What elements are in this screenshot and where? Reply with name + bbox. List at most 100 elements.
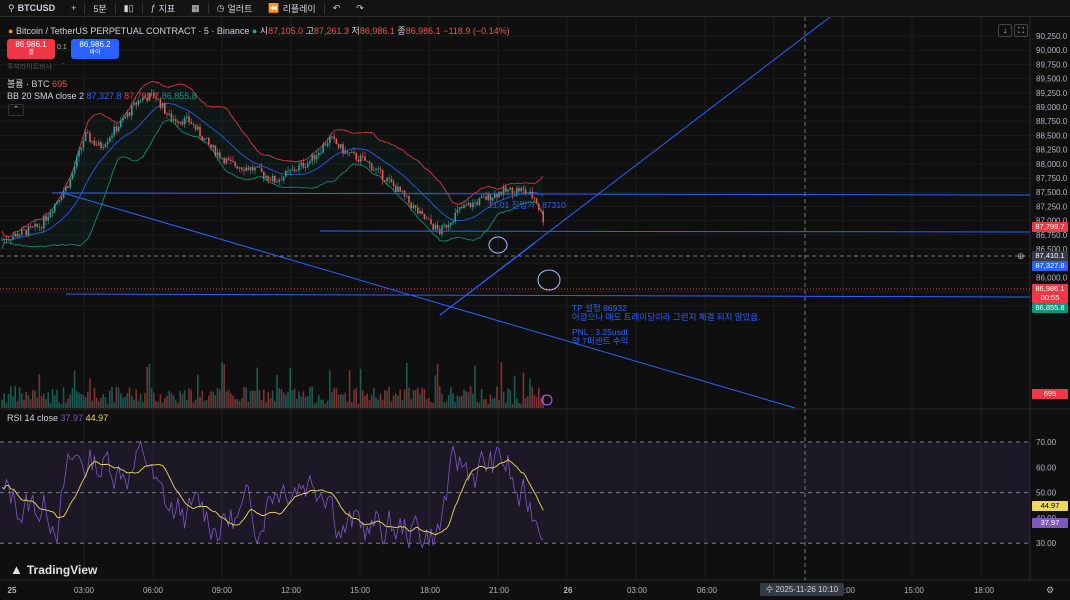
candle-body (535, 198, 538, 204)
symbol-search[interactable]: ⚲ BTCUSD (0, 0, 63, 16)
volume-bar (5, 402, 8, 408)
replay-button[interactable]: ⏪ 리플레이 (260, 0, 323, 16)
volume-bar (498, 400, 500, 408)
candle-body (38, 226, 41, 228)
candle-body (397, 186, 399, 192)
rsi-ma-tag: 44.97 (1032, 501, 1068, 511)
candle-body (208, 137, 210, 145)
candle-body (329, 136, 331, 144)
toolbar-divider (84, 2, 86, 14)
collapse-icon[interactable]: ⌃ (60, 63, 66, 70)
templates-button[interactable]: ▦ (183, 0, 208, 16)
volume-bar (346, 401, 349, 408)
candle-body (32, 226, 34, 228)
price-tick-label: 88,000.0 (1036, 160, 1068, 169)
tradingview-logo[interactable]: ▲ TradingView (10, 562, 97, 577)
volume-bar (183, 390, 186, 408)
candle-body (205, 137, 208, 139)
candle-body (267, 175, 269, 181)
note-annotation[interactable]: 아깝으나 매도 트레이딩이라 그런지 체결 되지 않았음. (572, 312, 761, 322)
candle-body (428, 218, 430, 220)
candle-body (216, 152, 219, 156)
replay-label: 리플레이 (282, 3, 316, 14)
scroll-down-button[interactable]: ↓ (998, 24, 1012, 37)
candle-body (111, 135, 113, 138)
candle-body (483, 196, 485, 198)
candle-body (245, 167, 247, 171)
candle-body (340, 144, 342, 148)
chart-canvas[interactable]: 90,250.0 90,000.0 89,750.0 89,500.0 89,250.0… (0, 17, 1070, 600)
volume-bar (399, 389, 401, 408)
volume-bar (384, 390, 386, 408)
candle-body (109, 137, 111, 142)
candle-body (406, 195, 408, 197)
collapse-legend-button[interactable]: ⌃ (8, 104, 24, 116)
candle-body (265, 175, 267, 178)
volume-bar (469, 386, 472, 408)
indicators-button[interactable]: ƒ 지표 (143, 0, 184, 16)
pct-annotation[interactable]: 약 7퍼센트 수익 (572, 336, 629, 346)
candle-body (276, 181, 278, 183)
volume-bar (463, 389, 465, 408)
change-value: −118.9 (−0.14%) (443, 26, 510, 36)
exit-circle (537, 269, 561, 291)
candle-body (148, 93, 151, 101)
volume-bar (170, 392, 173, 408)
volume-bar (102, 394, 104, 408)
candle-body (177, 121, 179, 124)
time-tick-label: 18:00 (974, 586, 995, 595)
candle-body (498, 191, 500, 198)
add-alert-icon[interactable]: ⊕ (1017, 251, 1025, 261)
add-symbol-button[interactable]: + (71, 3, 77, 13)
candle-body (287, 170, 289, 172)
volume-bar (89, 378, 91, 408)
candle-body (531, 191, 533, 198)
candle-body (331, 136, 333, 138)
volume-legend-value: 695 (52, 79, 68, 89)
candle-body (443, 224, 445, 226)
candle-body (320, 152, 322, 154)
candle-body (236, 166, 239, 169)
volume-bar (7, 393, 10, 408)
volume-bar (417, 387, 419, 408)
alert-button[interactable]: ◷ 얼러트 (209, 0, 261, 16)
rsi-legend[interactable]: RSI 14 close 37.97 44.97 (7, 413, 108, 423)
candle-body (232, 160, 234, 162)
resistance-line (51, 192, 1031, 196)
candle-body (351, 151, 353, 153)
volume-bar (329, 370, 331, 408)
volume-bar (287, 391, 289, 408)
candle-body (89, 133, 91, 142)
fullscreen-button[interactable]: ⛶ (1014, 24, 1028, 37)
sell-button[interactable]: 86,986.1 셀 (7, 39, 55, 59)
candle-body (157, 98, 159, 100)
settings-gear-icon[interactable]: ⚙ (1046, 585, 1055, 595)
entry-annotation[interactable]: 21:01 진입가 : 87310 (488, 200, 566, 210)
rsi-legend-value: 37.97 (60, 413, 84, 423)
price-tick-label: 88,500.0 (1036, 131, 1068, 140)
volume-bar (263, 389, 265, 408)
price-tick-label: 86,000.0 (1036, 273, 1068, 282)
undo-button[interactable]: ↶ (325, 0, 349, 16)
candle-body (274, 175, 276, 183)
candle-type-button[interactable]: ▮▯ (116, 0, 142, 16)
high-value: 87,261.3 (313, 26, 350, 36)
tp-annotation[interactable]: TP 설정 86932 (572, 303, 627, 313)
crosshair-time-tag: 수 2025-11-26 10:10 (760, 583, 844, 596)
buy-button[interactable]: 86,986.2 바이 (71, 39, 119, 59)
bb-legend[interactable]: BB 20 SMA close 2 87,327.8 87,799.7 86,8… (7, 91, 197, 101)
candle-body (170, 113, 173, 121)
candle-body (188, 116, 190, 123)
redo-button[interactable]: ↷ (348, 0, 372, 16)
volume-bar (410, 399, 412, 408)
interval-button[interactable]: 5분 (93, 3, 107, 14)
volume-bar (511, 403, 514, 408)
candle-body (364, 156, 366, 161)
volume-legend[interactable]: 볼륨 · BTC 695 (7, 77, 67, 90)
pnl-annotation[interactable]: PNL : 3.25usdt (572, 327, 628, 337)
candle-body (221, 158, 223, 159)
volume-bar (146, 366, 148, 408)
candle-body (436, 224, 439, 230)
volume-bar (172, 395, 175, 408)
volume-bar (397, 395, 399, 408)
